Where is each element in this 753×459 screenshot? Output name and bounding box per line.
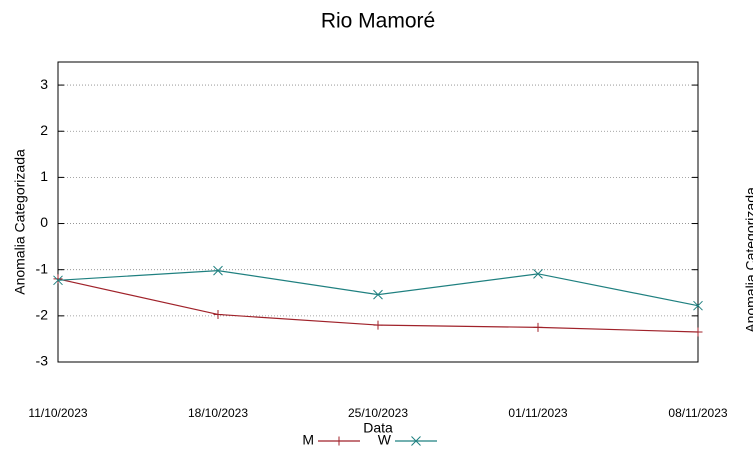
plot-border <box>57 61 699 363</box>
point <box>693 327 703 337</box>
y-tick-label: -3 <box>36 353 49 369</box>
y-tick-label: 3 <box>40 76 48 92</box>
point <box>213 309 223 319</box>
y-tick-label: -2 <box>36 307 49 323</box>
y-tick-label: 0 <box>40 214 48 230</box>
legend-label: W <box>378 432 392 448</box>
point <box>53 274 63 284</box>
y-tick-label: 1 <box>40 168 48 184</box>
y-axis-label: Anomalia Categorizada <box>12 149 28 295</box>
x-tick-label: 01/11/2023 <box>508 406 567 420</box>
point <box>533 268 543 279</box>
point <box>213 265 223 276</box>
point <box>373 289 383 300</box>
legend-marker <box>411 436 421 446</box>
x-tick-label: 11/10/2023 <box>28 406 87 420</box>
legend-label: M <box>302 432 314 448</box>
point <box>533 322 543 332</box>
x-tick-label: 18/10/2023 <box>188 406 248 420</box>
y-tick-label: 2 <box>40 122 48 138</box>
x-axis-label: Data <box>363 420 393 436</box>
x-tick-label: 25/10/2023 <box>348 406 408 420</box>
legend-marker <box>334 436 344 446</box>
point <box>53 275 63 286</box>
point <box>373 320 383 330</box>
point <box>693 300 703 311</box>
neighbor-y-axis-label: Anomalia Categorizada <box>743 187 753 333</box>
x-tick-label: 08/11/2023 <box>668 406 727 420</box>
y-tick-label: -1 <box>36 260 49 276</box>
chart-title: Rio Mamoré <box>321 10 435 33</box>
